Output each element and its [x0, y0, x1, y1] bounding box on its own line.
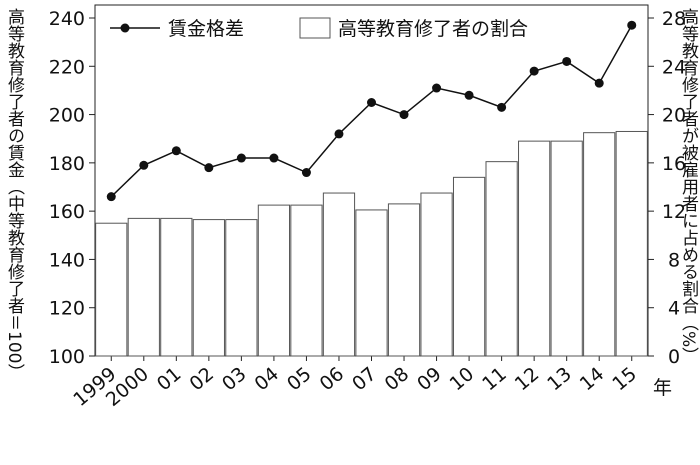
point — [236, 153, 246, 163]
x-tick-label: 14 — [576, 363, 609, 395]
x-unit: 年 — [653, 377, 672, 399]
point — [171, 146, 181, 156]
legend-label: 高等教育修了者の割合 — [338, 18, 528, 40]
point — [334, 129, 344, 139]
bar — [95, 222, 128, 357]
x-tick-label: 07 — [348, 363, 381, 395]
point — [432, 83, 442, 93]
bar — [485, 161, 518, 357]
x-tick-label: 03 — [218, 363, 251, 395]
x-tick-label: 13 — [543, 363, 576, 395]
y2-tick-label: 12 — [662, 201, 686, 223]
bar — [550, 140, 583, 357]
bar — [452, 176, 486, 357]
x-tick-label: 04 — [250, 363, 283, 395]
y2-tick-label: 28 — [662, 8, 686, 30]
bar — [127, 217, 160, 357]
point — [139, 160, 149, 170]
x-tick-label: 06 — [316, 363, 349, 395]
bar — [160, 217, 193, 357]
x-tick-label: 01 — [153, 363, 186, 395]
bar — [420, 192, 453, 357]
legend-point — [120, 23, 130, 33]
x-tick-label: 09 — [413, 363, 446, 395]
legend-label: 賃金格差 — [168, 18, 244, 40]
x-tick-label: 12 — [511, 363, 544, 395]
point — [269, 153, 279, 163]
x-tick-label: 15 — [608, 363, 641, 395]
point — [529, 66, 539, 76]
point — [399, 110, 409, 120]
point — [367, 98, 376, 107]
y2-tick-label: 24 — [662, 56, 686, 78]
bar — [615, 130, 648, 357]
y2-tick-label: 16 — [662, 153, 686, 175]
y-tick-label: 180 — [49, 153, 85, 175]
point — [106, 192, 116, 202]
bar — [225, 219, 258, 357]
y2-tick-label: 0 — [668, 346, 680, 368]
x-tick-label: 08 — [381, 363, 414, 395]
x-tick-label: 05 — [283, 363, 316, 395]
point — [204, 163, 214, 173]
bar — [583, 132, 616, 357]
point — [497, 102, 507, 112]
bar — [518, 140, 551, 357]
y2-tick-label: 20 — [662, 105, 686, 127]
y-tick-label: 140 — [49, 249, 85, 271]
y-tick-label: 200 — [49, 105, 85, 127]
legend-box — [299, 17, 331, 39]
y-tick-label: 100 — [49, 346, 85, 368]
bar — [387, 203, 421, 357]
point — [594, 78, 604, 88]
point — [464, 90, 474, 100]
y2-tick-label: 8 — [668, 249, 680, 271]
x-tick-label: 11 — [478, 363, 511, 395]
bar — [192, 219, 225, 357]
bar — [355, 209, 388, 357]
bar — [257, 204, 291, 357]
y-tick-label: 220 — [49, 56, 85, 78]
y2-tick-label: 4 — [668, 298, 680, 320]
y-tick-label: 160 — [49, 201, 85, 223]
x-tick-label: 02 — [185, 363, 218, 395]
point — [562, 56, 572, 66]
y-axis-label: 高等教育修了者の賃金（中等教育修了者＝100） — [4, 8, 25, 380]
y-tick-label: 240 — [49, 8, 85, 30]
y-tick-label: 120 — [49, 298, 85, 320]
point — [301, 168, 311, 178]
bar — [290, 204, 323, 357]
point — [627, 20, 637, 30]
y2-axis-label: 高等教育修了者が被雇用者に占める割合（%） — [678, 8, 699, 364]
bar — [322, 192, 356, 357]
x-tick-label: 10 — [446, 363, 479, 395]
